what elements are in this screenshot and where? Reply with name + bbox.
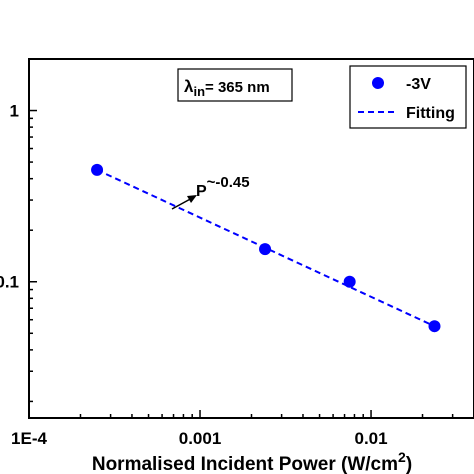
legend-marker-scatter xyxy=(372,77,384,89)
svg-text:P~-0.45: P~-0.45 xyxy=(196,174,250,200)
wavelength-box xyxy=(177,68,293,102)
legend-box xyxy=(349,65,467,129)
wavelength-symbol: λ xyxy=(184,77,194,96)
data-point xyxy=(91,163,104,176)
data-point xyxy=(428,320,441,333)
legend-label-scatter: -3V xyxy=(406,76,431,93)
series-layer xyxy=(91,163,441,333)
slope-annotation: P~-0.45 xyxy=(171,174,250,210)
data-point xyxy=(343,275,356,288)
slope-base: P xyxy=(196,183,207,200)
x-tick-label: 1E-4 xyxy=(11,429,47,448)
svg-text:λin= 365 nm: λin= 365 nm xyxy=(184,77,270,99)
y-axis-ticks: 10.1 xyxy=(0,58,37,403)
legend-label-fitting: Fitting xyxy=(406,105,455,122)
x-tick-label: 0.001 xyxy=(179,429,222,448)
slope-exponent: ~-0.45 xyxy=(207,174,250,191)
data-point xyxy=(259,243,272,256)
x-axis-ticks: 1E-4 0.001 0.01 xyxy=(11,410,474,448)
wavelength-subscript: in xyxy=(193,84,205,99)
wavelength-text: = 365 nm xyxy=(205,79,270,96)
y-tick-label: 0.1 xyxy=(0,273,19,292)
slope-arrow-head xyxy=(187,195,197,203)
x-axis-title: Normalised Incident Power (W/cm2) xyxy=(92,449,412,474)
x-tick-label: 0.01 xyxy=(354,429,387,448)
legend: -3V Fitting xyxy=(349,65,467,129)
y-tick-label: 1 xyxy=(10,102,19,121)
wavelength-annotation: λin= 365 nm xyxy=(177,68,293,102)
